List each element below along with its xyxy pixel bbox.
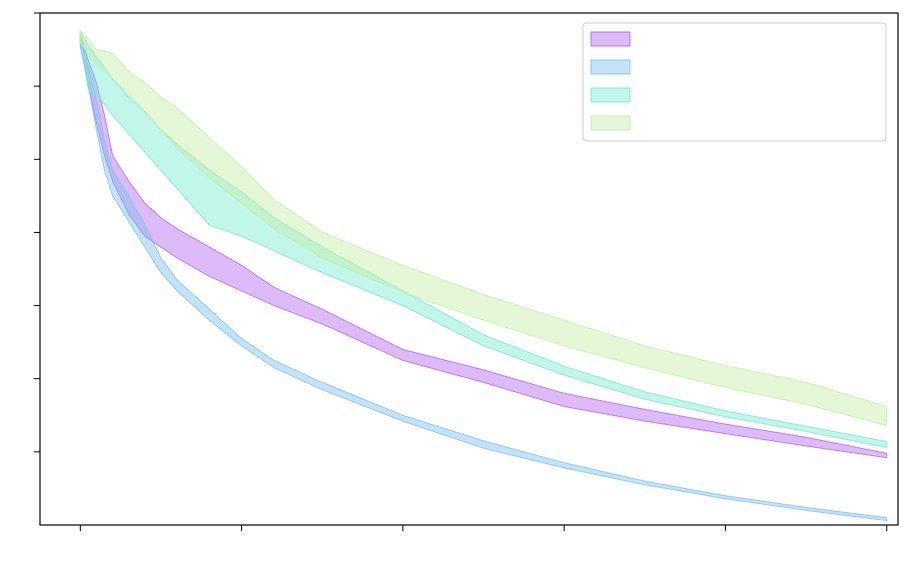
plot-frame (39, 12, 899, 526)
legend-items (590, 31, 631, 131)
series-band-2 (79, 34, 888, 522)
x-axis-ticks (79, 525, 888, 531)
legend (582, 22, 887, 142)
y-axis-ticks (34, 12, 40, 453)
legend-swatch-1 (590, 31, 631, 47)
legend-box (582, 22, 887, 142)
legend-swatch-4 (590, 115, 631, 131)
bands-layer (79, 29, 888, 522)
series-band-3 (79, 29, 888, 449)
series-band-1 (79, 34, 888, 459)
legend-swatch-2 (590, 59, 631, 75)
legend-swatch-3 (590, 87, 631, 103)
series-band-4 (79, 30, 888, 427)
